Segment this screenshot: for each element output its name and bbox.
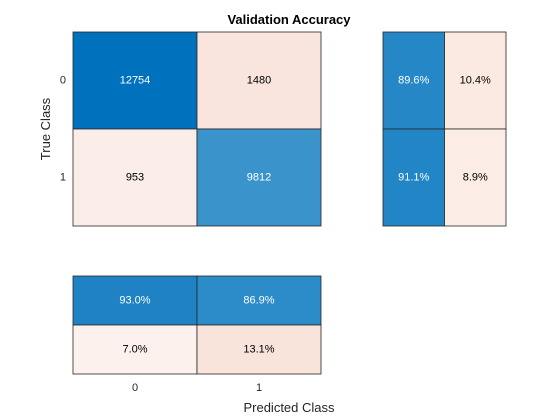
matrix-cell (196, 31, 322, 130)
x-axis-label: Predicted Class (243, 400, 335, 415)
matrix-cell (72, 128, 198, 227)
x-tick-label: 1 (256, 382, 262, 394)
matrix-cell-value: 12754 (120, 75, 151, 87)
row-summary-cell (382, 31, 445, 130)
matrix-cell-value: 9812 (247, 172, 271, 184)
row-summary: 89.6% 10.4% 91.1% 8.9% (382, 31, 507, 227)
matrix-cell-value: 1480 (247, 75, 271, 87)
row-summary-value: 91.1% (398, 172, 429, 184)
column-summary-cell (196, 324, 322, 375)
matrix-cell (196, 128, 322, 227)
column-summary-value: 86.9% (243, 295, 274, 307)
tick-labels: 0 0 1 1 (60, 75, 262, 395)
y-tick-label: 0 (60, 75, 66, 87)
chart-title: Validation Accuracy (227, 12, 351, 27)
column-summary: 93.0% 86.9% 7.0% 13.1% (72, 275, 322, 375)
column-summary-value: 7.0% (122, 344, 147, 356)
matrix-cell-value: 953 (126, 172, 144, 184)
row-summary-cell (444, 31, 507, 130)
row-summary-value: 89.6% (398, 75, 429, 87)
column-summary-value: 93.0% (119, 295, 150, 307)
confusion-matrix: 12754 1480 953 9812 (72, 31, 322, 227)
matrix-cell (72, 31, 198, 130)
row-summary-value: 10.4% (460, 75, 491, 87)
row-summary-cell (382, 128, 445, 227)
row-summary-cell (444, 128, 507, 227)
y-tick-label: 1 (60, 172, 66, 184)
x-tick-label: 0 (132, 382, 138, 394)
row-summary-value: 8.9% (463, 172, 488, 184)
y-axis-label: True Class (38, 97, 53, 160)
column-summary-cell (196, 275, 322, 326)
column-summary-value: 13.1% (243, 344, 274, 356)
